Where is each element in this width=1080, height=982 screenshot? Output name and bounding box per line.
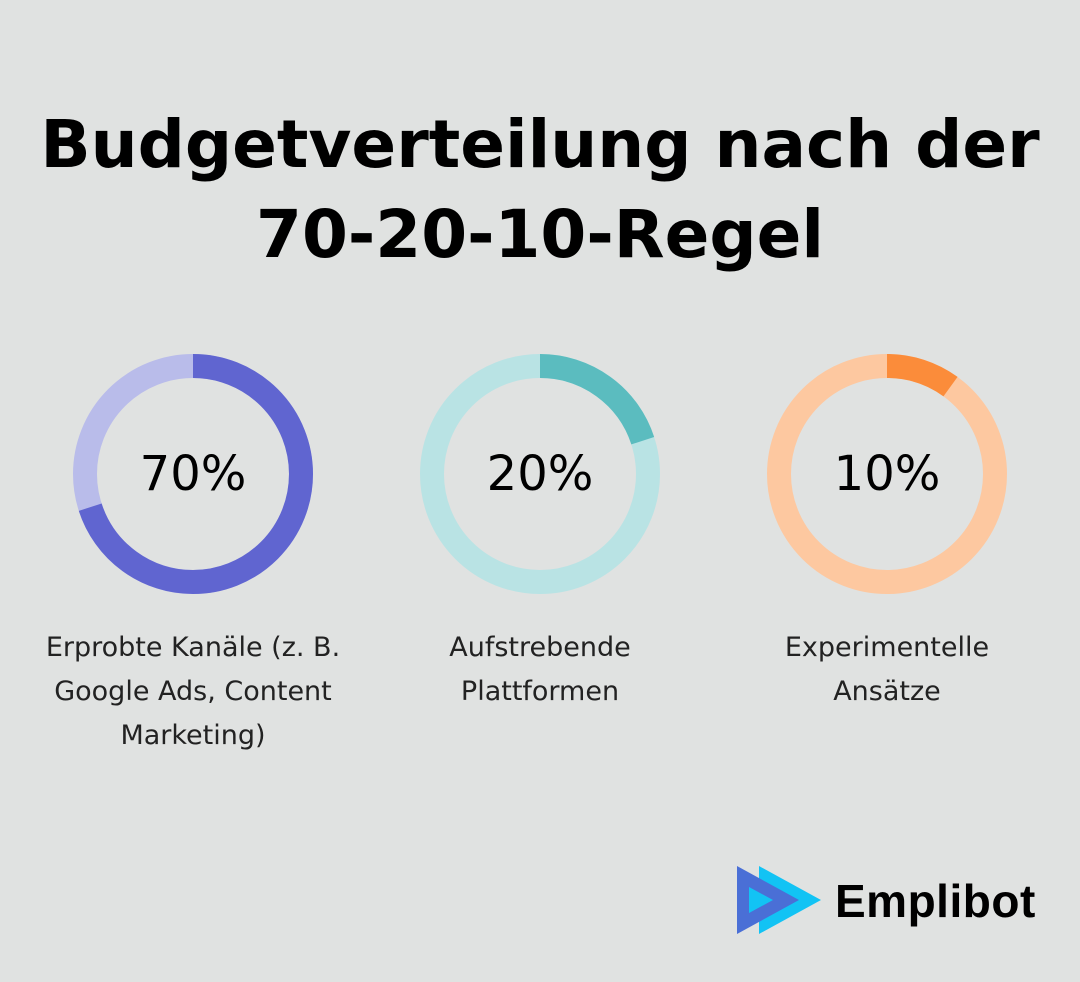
title-line-2: 70-20-10-Regel [256, 196, 824, 273]
percent-label: 10% [833, 446, 941, 502]
category-label: Aufstrebende Plattformen [449, 632, 631, 707]
chart-title: Budgetverteilung nach der 70-20-10-Regel [0, 100, 1080, 280]
donut-segment [73, 354, 313, 594]
title-line-1: Budgetverteilung nach der [40, 106, 1040, 183]
logo-text: Emplibot [835, 875, 1036, 927]
donut-chart-20: 20% [420, 354, 660, 594]
donut-chart-10: 10% [767, 354, 1007, 594]
logo-play-icon [737, 866, 821, 934]
percent-label: 70% [139, 446, 247, 502]
donut-segment [767, 354, 1007, 594]
category-label: Experimentelle Ansätze [784, 632, 990, 707]
category-label: Erprobte Kanäle (z. B. Google Ads, Conte… [45, 632, 341, 751]
donut-chart-70: 70% [73, 354, 313, 594]
percent-label: 20% [486, 446, 594, 502]
donut-segment [420, 354, 660, 594]
emplibot-logo: Emplibot [737, 866, 1036, 936]
